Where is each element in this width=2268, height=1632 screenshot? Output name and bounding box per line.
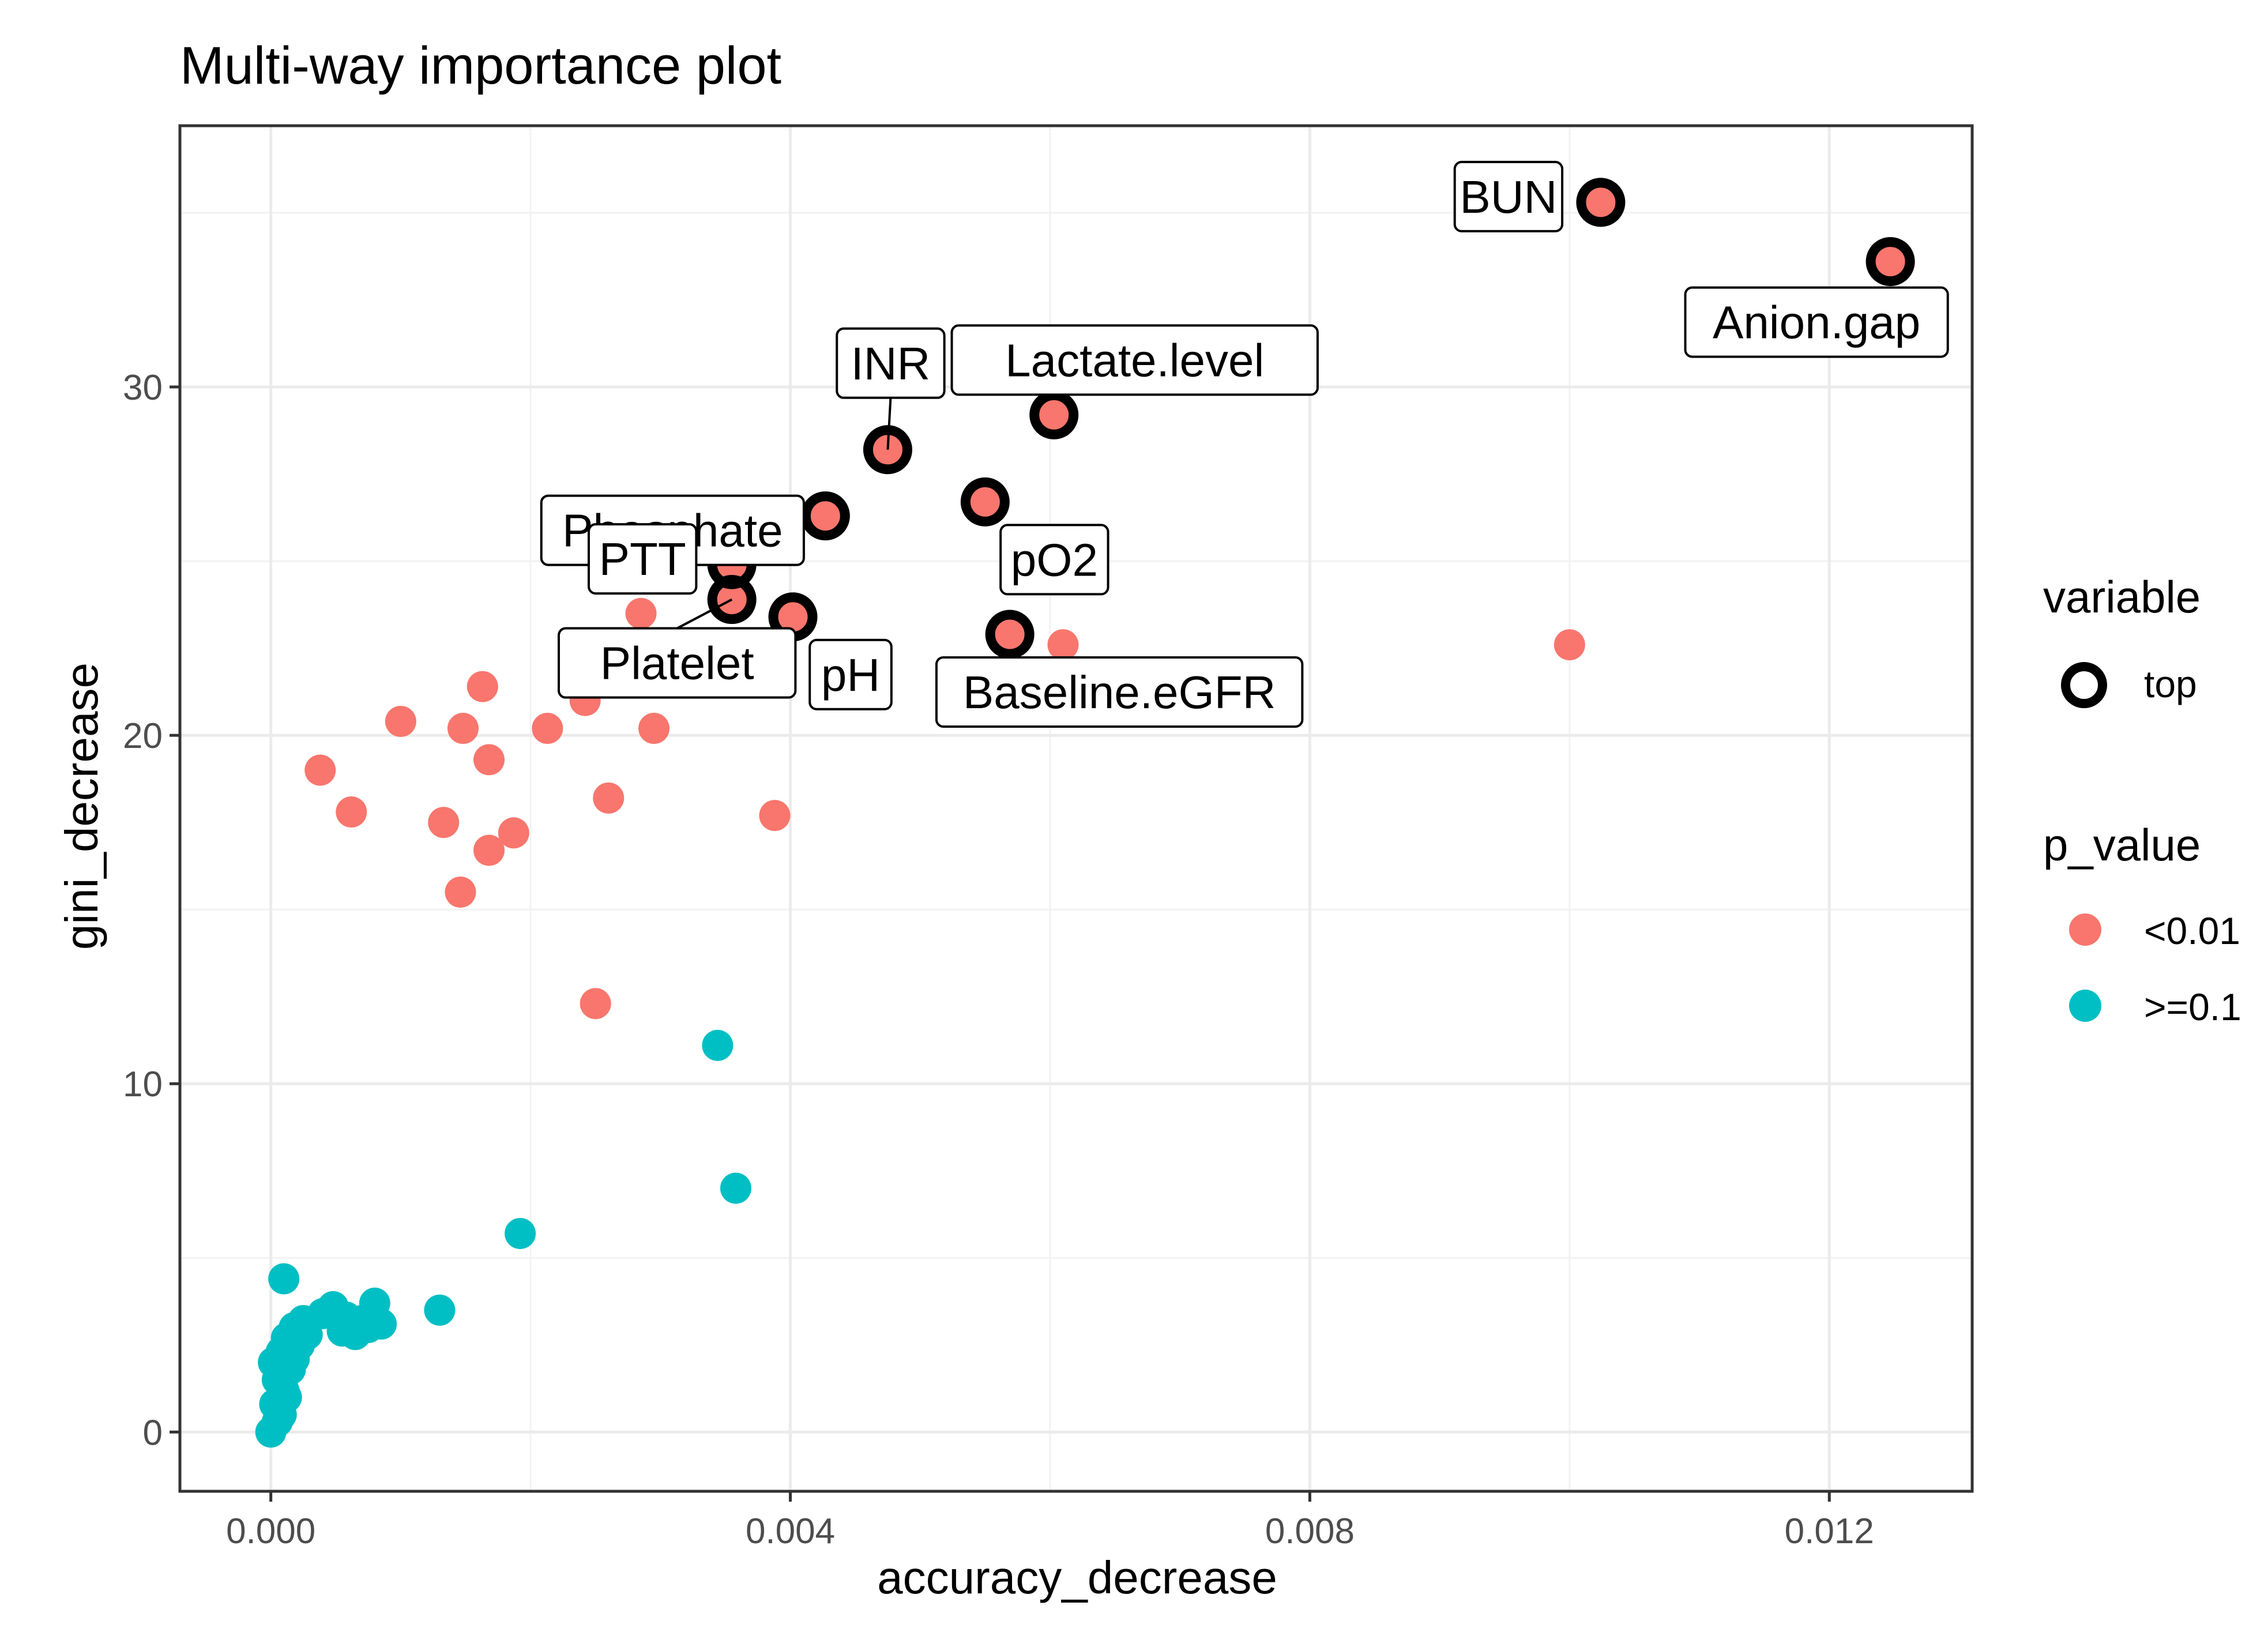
label-box-baseline-egfr (935, 656, 1304, 728)
point-pvalue-ge01 (505, 1217, 536, 1249)
point-pvalue-lt001 (1554, 629, 1585, 661)
legend-top-key (2061, 662, 2107, 708)
label-box-inr (836, 327, 946, 399)
x-tick-label: 0.004 (746, 1511, 835, 1551)
label-box-platelet (557, 627, 797, 699)
data-points (255, 178, 1915, 1448)
point-pvalue-lt001 (638, 713, 670, 744)
label-box-lactate-level (950, 324, 1319, 396)
legend-pvalue-title: p_value (2043, 819, 2201, 870)
point-pvalue-ge01 (268, 1263, 300, 1295)
point-pvalue-lt001 (473, 744, 505, 776)
top-ring-po2 (960, 477, 1010, 527)
top-ring-platelet (707, 575, 757, 625)
point-pvalue-lt001 (1038, 399, 1070, 431)
x-tick-label: 0.012 (1785, 1511, 1874, 1551)
point-pvalue-lt001 (336, 796, 367, 828)
y-axis-label: gini_decrease (56, 662, 107, 950)
legend-ge01-key (2069, 990, 2101, 1022)
point-pvalue-lt001 (810, 500, 841, 532)
point-pvalue-ge01 (424, 1294, 456, 1326)
top-ring-baseline-egfr (985, 610, 1035, 659)
point-pvalue-lt001 (445, 876, 476, 908)
label-text-ph: pH (821, 649, 880, 701)
point-pvalue-ge01 (702, 1029, 734, 1061)
leader-line-inr (886, 397, 892, 450)
point-pvalue-lt001 (532, 713, 563, 744)
point-pvalue-lt001 (1047, 629, 1079, 661)
panel-border (178, 124, 1974, 1493)
label-text-bun: BUN (1460, 171, 1557, 223)
x-axis-ticks: 0.000 0.004 0.008 0.012 (226, 1491, 1874, 1551)
y-axis-ticks: 0 10 20 30 (123, 368, 180, 1453)
point-pvalue-lt001 (759, 800, 791, 832)
point-pvalue-lt001 (447, 713, 479, 744)
x-tick-label: 0.000 (226, 1511, 315, 1551)
y-tick-label: 20 (123, 716, 163, 756)
point-pvalue-ge01 (279, 1343, 310, 1375)
point-pvalue-ge01 (352, 1312, 384, 1344)
top-ring-anion-gap (1865, 237, 1915, 287)
legend-top-label: top (2144, 663, 2197, 705)
point-pvalue-ge01 (291, 1319, 323, 1351)
point-pvalue-lt001 (473, 834, 505, 866)
point-pvalue-lt001 (625, 597, 657, 629)
point-pvalue-ge01 (720, 1172, 751, 1204)
point-pvalue-lt001 (428, 807, 460, 838)
point-pvalue-lt001 (467, 671, 498, 702)
top-ring-bun (1576, 178, 1626, 227)
legend-ge01-label: >=0.1 (2144, 986, 2241, 1028)
chart-title: Multi-way importance plot (180, 36, 782, 95)
point-pvalue-lt001 (1585, 186, 1616, 218)
x-axis-label: accuracy_decrease (877, 1552, 1277, 1603)
legend-lt001-label: <0.01 (2144, 909, 2240, 952)
label-text-lactate-level: Lactate.level (1005, 334, 1264, 386)
point-pvalue-lt001 (994, 618, 1026, 650)
x-tick-label: 0.008 (1265, 1511, 1355, 1551)
leader-line-platelet (676, 598, 733, 630)
top-ring-phosphate (800, 491, 850, 541)
label-text-anion-gap: Anion.gap (1713, 297, 1920, 348)
label-box-ph (808, 638, 893, 710)
y-tick-label: 30 (123, 368, 163, 408)
point-pvalue-lt001 (593, 782, 625, 814)
label-text-baseline-egfr: Baseline.eGFR (963, 667, 1276, 718)
y-tick-label: 10 (123, 1065, 163, 1104)
label-text-platelet: Platelet (600, 638, 754, 689)
point-pvalue-lt001 (498, 817, 529, 849)
point-pvalue-lt001 (969, 486, 1001, 518)
point-pvalue-lt001 (580, 988, 611, 1020)
label-text-ptt: PTT (599, 533, 686, 585)
label-text-po2: pO2 (1011, 534, 1098, 585)
point-pvalue-ge01 (270, 1381, 302, 1413)
label-box-po2 (999, 524, 1109, 596)
point-labels: BUNAnion.gapLactate.levelINRpO2Phosphate… (540, 160, 1949, 728)
point-pvalue-ge01 (261, 1406, 293, 1438)
label-box-bun (1453, 160, 1564, 232)
legend-lt001-key (2069, 913, 2101, 946)
y-tick-label: 0 (143, 1413, 163, 1453)
label-text-inr: INR (851, 338, 931, 389)
label-box-ptt (587, 523, 698, 595)
point-pvalue-lt001 (777, 601, 809, 633)
point-pvalue-lt001 (304, 754, 336, 786)
label-box-anion-gap (1684, 286, 1949, 358)
point-pvalue-lt001 (1875, 246, 1906, 277)
legend-variable-title: variable (2043, 571, 2201, 622)
point-pvalue-lt001 (385, 705, 416, 737)
